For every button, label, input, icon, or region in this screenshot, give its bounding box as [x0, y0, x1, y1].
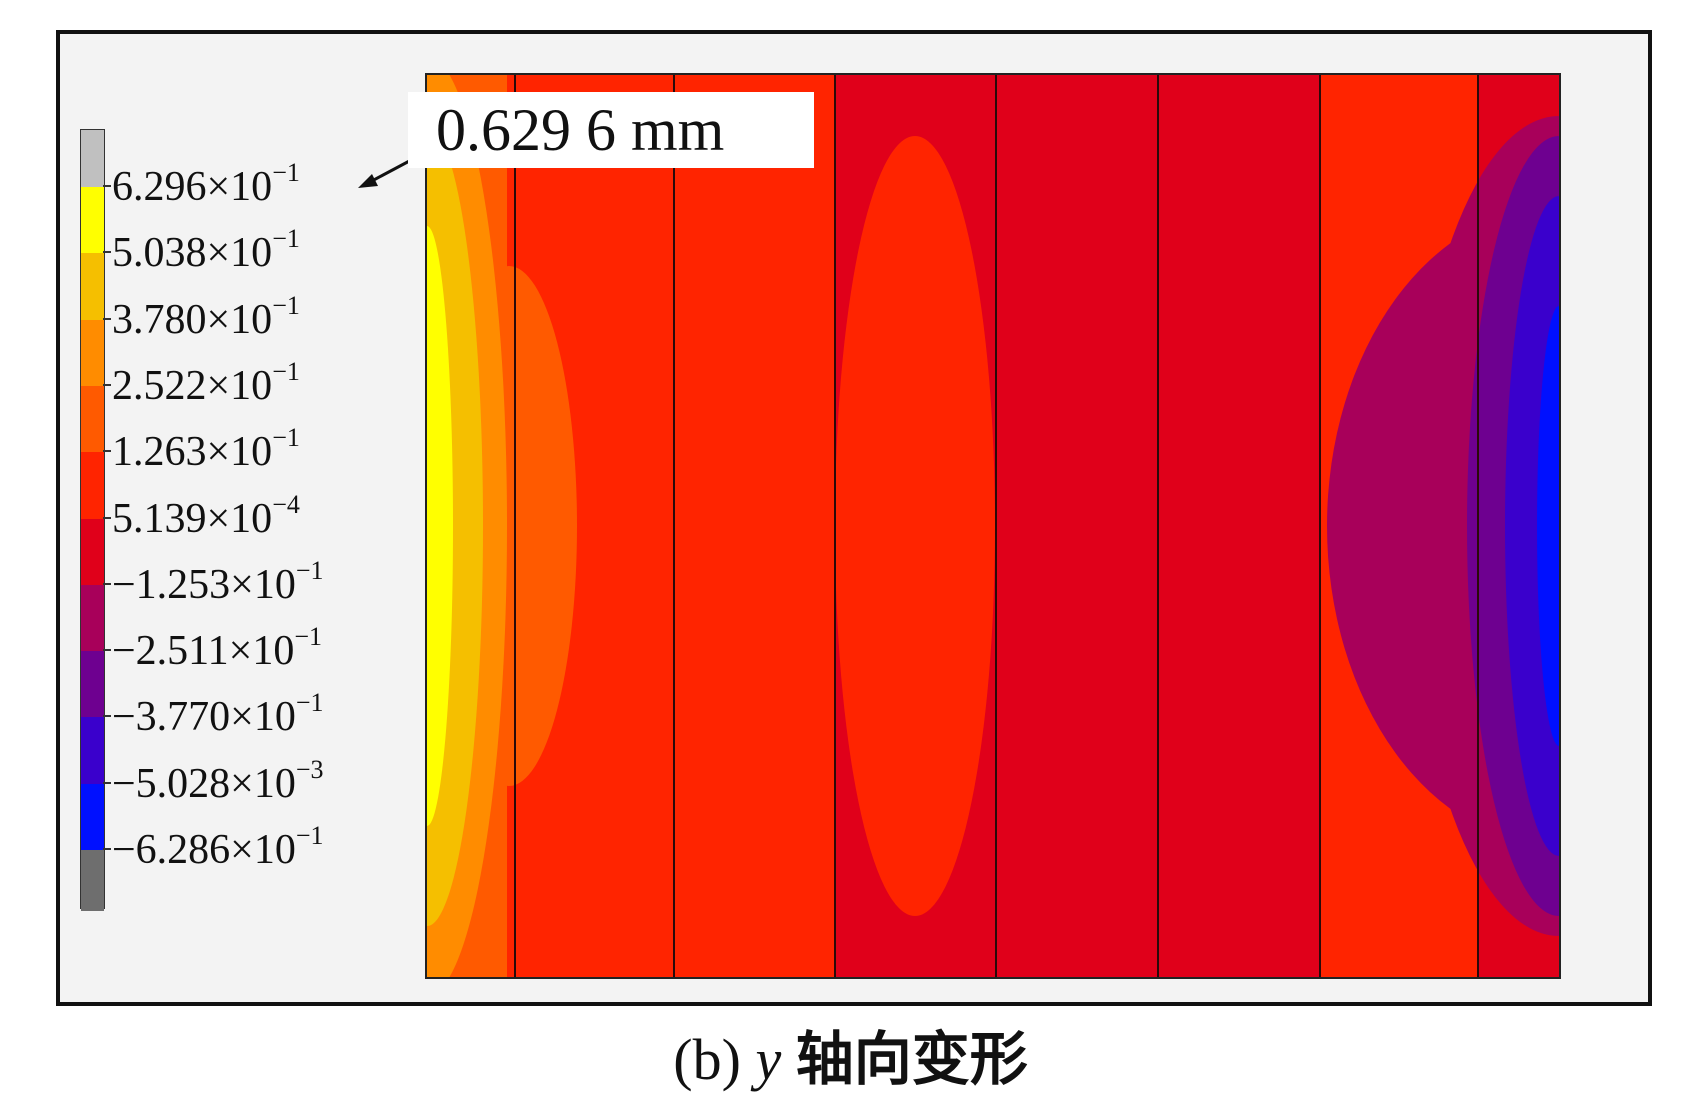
legend-level-label: −2.511×10−1 [112, 622, 322, 675]
contour-right-band-4 [1537, 306, 1559, 746]
caption-prefix: (b) [673, 1027, 741, 1092]
legend-swatch [81, 717, 104, 785]
legend-level-label: −3.770×10−1 [112, 688, 324, 741]
legend-tick [103, 781, 111, 784]
legend-swatch [81, 452, 104, 519]
panel-region [1158, 75, 1320, 977]
legend-tick [103, 715, 111, 718]
legend-tick [103, 516, 111, 519]
legend-level-label: 5.038×10−1 [112, 224, 300, 277]
legend-tick [103, 185, 111, 187]
legend-swatch [81, 651, 104, 718]
legend-level-label: −6.286×10−1 [112, 821, 324, 873]
legend-swatch [81, 385, 104, 453]
legend-tick [103, 317, 111, 320]
legend-swatch [81, 518, 104, 586]
legend-level-label: 5.139×10−4 [112, 489, 300, 542]
legend-tick [103, 450, 111, 453]
panel-region [674, 75, 835, 977]
legend-swatch [81, 783, 104, 851]
legend-tick [103, 582, 111, 585]
max-deformation-callout: 0.629 6 mm [408, 92, 814, 168]
panel-region [996, 75, 1158, 977]
legend-swatch [81, 319, 104, 387]
legend-swatch [81, 850, 104, 911]
panel-boundaries [514, 75, 1479, 977]
caption-axis-variable: y [755, 1027, 782, 1092]
legend-level-label: 2.522×10−1 [112, 356, 300, 409]
legend-level-label: 1.263×10−1 [112, 423, 300, 476]
right-edge-contours [1327, 116, 1559, 936]
figure-caption: (b) y 轴向变形 [0, 1030, 1701, 1089]
legend-colorbar [80, 129, 105, 911]
legend-tick [103, 251, 111, 254]
contour-plot [425, 73, 1561, 979]
legend-level-label: 6.296×10−1 [112, 158, 300, 210]
legend-swatch [81, 130, 104, 188]
legend-level-label: −5.028×10−3 [112, 754, 324, 807]
legend-level-label: −1.253×10−1 [112, 555, 324, 608]
caption-text: 轴向变形 [795, 1025, 1028, 1093]
legend-swatch [81, 253, 104, 321]
legend-tick [103, 383, 111, 386]
contour-svg [427, 75, 1559, 977]
legend-swatch [81, 187, 104, 254]
contour-left-band-4 [427, 226, 453, 826]
legend-swatch [81, 584, 104, 652]
legend-tick [103, 848, 111, 850]
panel-bulge [835, 136, 995, 916]
legend-tick [103, 649, 111, 652]
left-edge-contours [427, 75, 577, 977]
legend-level-label: 3.780×10−1 [112, 290, 300, 343]
